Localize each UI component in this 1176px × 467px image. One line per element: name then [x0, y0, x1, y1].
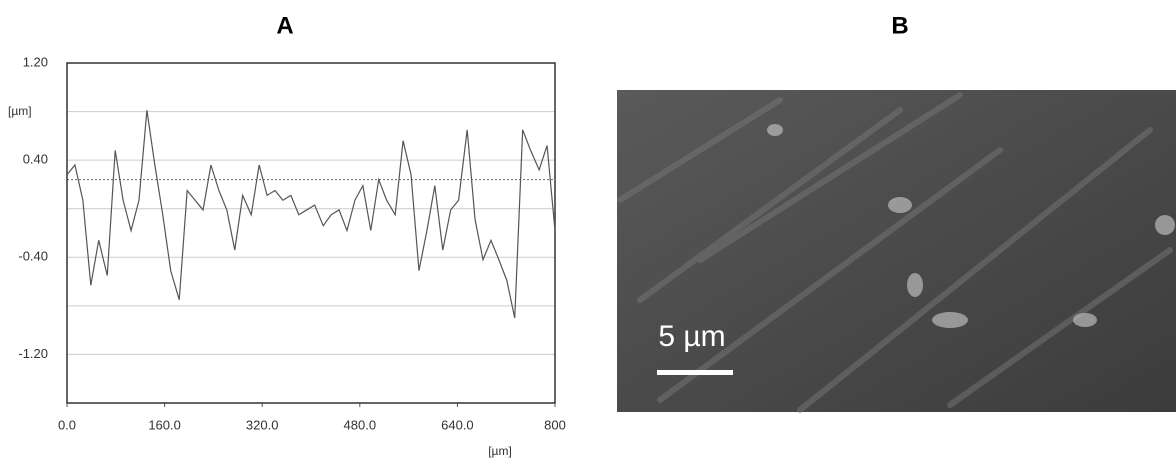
- panel-label: A: [276, 12, 293, 39]
- plot-frame: [66, 62, 556, 404]
- x-tick-label: 160.0: [148, 417, 181, 432]
- scale-bar-label: 5 µm: [658, 320, 725, 353]
- x-axis-label: [µm]: [488, 444, 512, 458]
- x-tick-label: 480.0: [344, 417, 377, 432]
- data-line: [66, 110, 556, 319]
- x-tick-label: 0.0: [58, 417, 76, 432]
- y-tick-label: -0.40: [18, 249, 48, 264]
- x-tick-label: 800: [544, 417, 566, 432]
- x-tick-label: 320.0: [246, 417, 279, 432]
- y-tick-label: 0.40: [23, 152, 48, 167]
- y-axis-label: [µm]: [8, 104, 32, 118]
- y-tick-label: -1.20: [18, 346, 48, 361]
- y-tick-label: 1.20: [23, 54, 48, 69]
- line-chart: 1.20 0.40 -0.40 -1.20 0.0 160.0 320.0 480.0 640.…: [8, 54, 566, 458]
- x-tick-label: 640.0: [441, 417, 474, 432]
- panel-label: B: [891, 12, 908, 39]
- sem-image: 5 µm: [617, 90, 1176, 413]
